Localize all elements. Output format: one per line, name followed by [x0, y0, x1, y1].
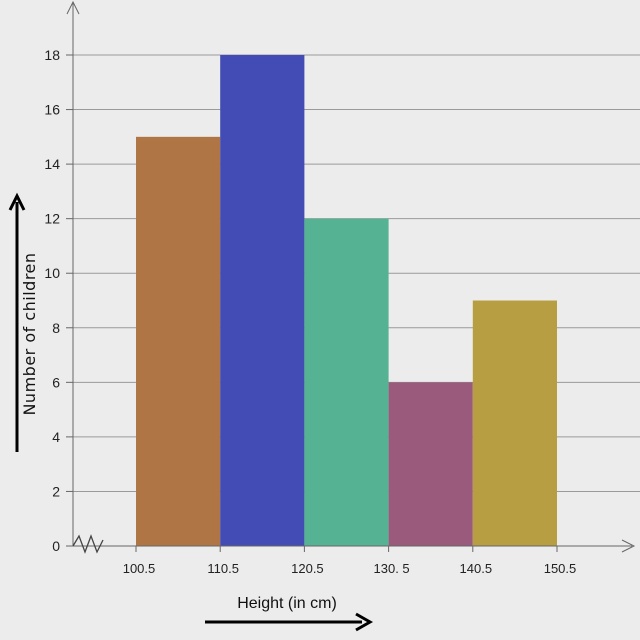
y-tick-label: 10 — [44, 265, 60, 281]
x-axis-title: Height (in cm) — [237, 595, 337, 612]
x-tick-labels: 100.5 110.5 120.5 130. 5 140.5 150.5 — [123, 546, 577, 576]
y-tick-label: 4 — [52, 429, 60, 445]
bars — [136, 55, 557, 547]
bar-3 — [304, 218, 389, 546]
bar-1 — [136, 136, 221, 547]
x-axis-break-icon — [72, 534, 104, 554]
y-tick-label: 0 — [52, 538, 60, 554]
y-axis-direction-arrow — [8, 192, 26, 452]
y-tick-label: 2 — [52, 483, 60, 499]
y-tick-label: 16 — [44, 102, 60, 118]
y-tick-label: 6 — [52, 374, 60, 390]
y-axis-arrowhead — [66, 0, 80, 15]
y-tick-label: 12 — [44, 211, 60, 227]
bar-5 — [472, 300, 557, 546]
y-axis-title: Number of children — [20, 252, 39, 415]
x-tick-label: 110.5 — [207, 561, 239, 576]
y-tick-label: 14 — [44, 156, 60, 172]
x-tick-label: 140.5 — [460, 561, 493, 576]
y-tick-label: 8 — [52, 320, 60, 336]
y-tick-labels: 0 2 4 6 8 10 12 14 16 18 — [44, 47, 73, 554]
x-tick-label: 120.5 — [291, 561, 324, 576]
x-tick-label: 100.5 — [123, 561, 156, 576]
x-tick-label: 130. 5 — [374, 561, 410, 576]
bar-2 — [220, 55, 305, 546]
x-axis-arrowhead — [621, 539, 636, 553]
bar-4 — [388, 382, 473, 546]
x-tick-label: 150.5 — [544, 561, 577, 576]
y-tick-label: 18 — [44, 47, 60, 63]
x-axis-direction-arrow — [205, 612, 374, 632]
axes — [66, 0, 636, 554]
